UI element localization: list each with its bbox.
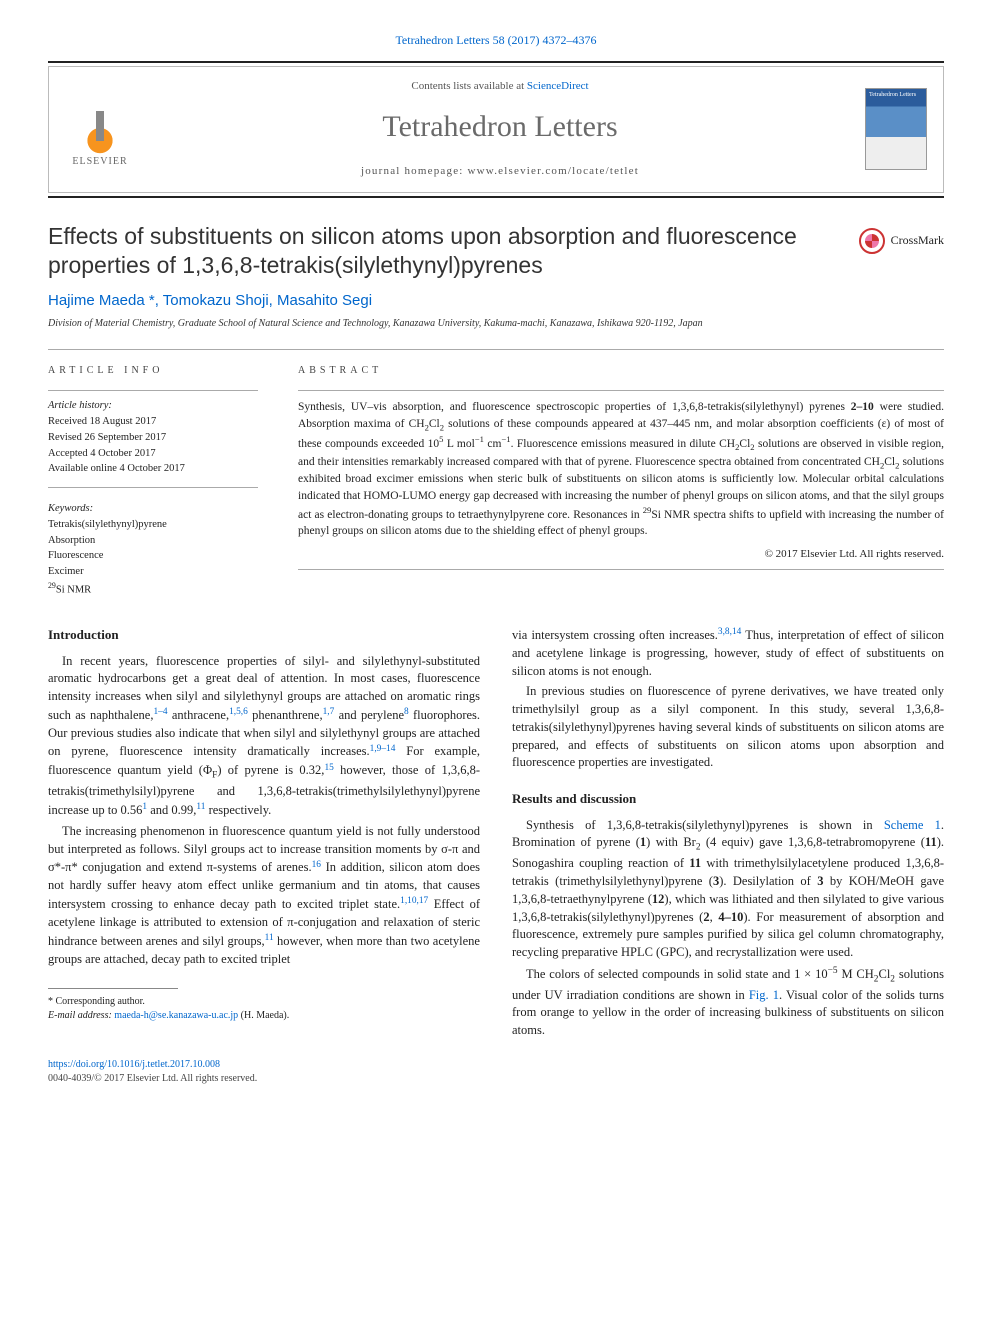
ref-link[interactable]: 8 bbox=[404, 708, 409, 722]
rule-abstract-bottom bbox=[298, 569, 944, 570]
authors-line: Hajime Maeda *, Tomokazu Shoji, Masahito… bbox=[48, 290, 944, 311]
title-row: Effects of substituents on silicon atoms… bbox=[48, 222, 944, 281]
journal-cover-thumbnail[interactable]: Tetrahedron Letters bbox=[865, 88, 927, 170]
keyword-item: Tetrakis(silylethynyl)pyrene bbox=[48, 517, 258, 533]
heading-introduction: Introduction bbox=[48, 626, 480, 644]
email-line: E-mail address: maeda-h@se.kanazawa-u.ac… bbox=[48, 1009, 480, 1023]
top-citation: Tetrahedron Letters 58 (2017) 4372–4376 bbox=[48, 32, 944, 49]
rule-upper bbox=[48, 349, 944, 350]
fig-link[interactable]: Fig. 1 bbox=[749, 988, 779, 1002]
journal-name: Tetrahedron Letters bbox=[151, 106, 849, 148]
intro-para-1: In recent years, fluorescence properties… bbox=[48, 653, 480, 820]
keyword-item: Excimer bbox=[48, 564, 258, 580]
heading-results: Results and discussion bbox=[512, 790, 944, 808]
intro-para-3: via intersystem crossing often increases… bbox=[512, 626, 944, 680]
ref-link[interactable]: 3,8,14 bbox=[718, 628, 741, 642]
ref-link[interactable]: 11 bbox=[196, 803, 205, 817]
keyword-item: Fluorescence bbox=[48, 548, 258, 564]
ref-link[interactable]: 1,5,6 bbox=[229, 708, 248, 722]
ref-link[interactable]: 1,7 bbox=[323, 708, 335, 722]
doi-link[interactable]: https://doi.org/10.1016/j.tetlet.2017.10… bbox=[48, 1059, 220, 1070]
cover-title-text: Tetrahedron Letters bbox=[869, 91, 916, 99]
abstract-label: ABSTRACT bbox=[298, 364, 944, 378]
crossmark-badge[interactable]: CrossMark bbox=[859, 228, 944, 254]
abstract-text: Synthesis, UV–vis absorption, and fluore… bbox=[298, 399, 944, 539]
history-revised: Revised 26 September 2017 bbox=[48, 430, 258, 446]
history-accepted: Accepted 4 October 2017 bbox=[48, 446, 258, 462]
rule-abstract bbox=[298, 390, 944, 391]
abstract-block: ABSTRACT Synthesis, UV–vis absorption, a… bbox=[298, 364, 944, 598]
ref-link[interactable]: 1 bbox=[142, 803, 147, 817]
masthead-border: ELSEVIER Contents lists available at Sci… bbox=[48, 61, 944, 198]
contents-available-line: Contents lists available at ScienceDirec… bbox=[151, 79, 849, 94]
publisher-logo-text: ELSEVIER bbox=[72, 155, 127, 169]
ref-link[interactable]: 1,9–14 bbox=[370, 745, 396, 759]
journal-homepage-link[interactable]: www.elsevier.com/locate/tetlet bbox=[468, 165, 640, 177]
rule-info bbox=[48, 390, 258, 391]
elsevier-tree-icon bbox=[76, 107, 124, 155]
author-link[interactable]: Hajime Maeda *, Tomokazu Shoji, Masahito… bbox=[48, 292, 372, 309]
results-para-2: The colors of selected compounds in soli… bbox=[512, 965, 944, 1040]
history-received: Received 18 August 2017 bbox=[48, 414, 258, 430]
ref-link[interactable]: 1–4 bbox=[153, 708, 167, 722]
affiliation: Division of Material Chemistry, Graduate… bbox=[48, 317, 944, 331]
scheme-link[interactable]: Scheme 1 bbox=[884, 818, 941, 832]
rule-keywords bbox=[48, 487, 258, 488]
article-info-block: ARTICLE INFO Article history: Received 1… bbox=[48, 364, 258, 598]
abstract-copyright: © 2017 Elsevier Ltd. All rights reserved… bbox=[298, 547, 944, 562]
intro-para-4: In previous studies on fluorescence of p… bbox=[512, 683, 944, 772]
footer-doi: https://doi.org/10.1016/j.tetlet.2017.10… bbox=[48, 1058, 944, 1072]
history-online: Available online 4 October 2017 bbox=[48, 461, 258, 477]
article-body: Introduction In recent years, fluorescen… bbox=[48, 626, 944, 1040]
footer-issn: 0040-4039/© 2017 Elsevier Ltd. All right… bbox=[48, 1072, 944, 1086]
keywords-label: Keywords: bbox=[48, 502, 258, 517]
masthead-center: Contents lists available at ScienceDirec… bbox=[151, 79, 849, 180]
results-para-1: Synthesis of 1,3,6,8-tetrakis(silylethyn… bbox=[512, 817, 944, 962]
footnote-rule bbox=[48, 988, 178, 989]
crossmark-label: CrossMark bbox=[891, 232, 944, 249]
masthead: ELSEVIER Contents lists available at Sci… bbox=[48, 66, 944, 193]
keyword-item: Absorption bbox=[48, 533, 258, 549]
top-citation-link[interactable]: Tetrahedron Letters 58 (2017) 4372–4376 bbox=[395, 33, 596, 47]
crossmark-icon bbox=[859, 228, 885, 254]
metadata-row: ARTICLE INFO Article history: Received 1… bbox=[48, 364, 944, 598]
article-info-label: ARTICLE INFO bbox=[48, 364, 258, 378]
article-title: Effects of substituents on silicon atoms… bbox=[48, 222, 845, 281]
journal-homepage-line: journal homepage: www.elsevier.com/locat… bbox=[151, 164, 849, 179]
ref-link[interactable]: 11 bbox=[265, 934, 274, 948]
corr-email-link[interactable]: maeda-h@se.kanazawa-u.ac.jp bbox=[114, 1010, 238, 1021]
ref-link[interactable]: 1,10,17 bbox=[400, 897, 428, 911]
ref-link[interactable]: 15 bbox=[324, 764, 333, 778]
sciencedirect-link[interactable]: ScienceDirect bbox=[527, 80, 589, 92]
history-label: Article history: bbox=[48, 399, 258, 414]
intro-para-2: The increasing phenomenon in fluorescenc… bbox=[48, 823, 480, 968]
keyword-item: 29Si NMR bbox=[48, 580, 258, 598]
ref-link[interactable]: 16 bbox=[312, 861, 321, 875]
publisher-logo[interactable]: ELSEVIER bbox=[65, 89, 135, 169]
corresponding-author-note: * Corresponding author. bbox=[48, 995, 480, 1009]
